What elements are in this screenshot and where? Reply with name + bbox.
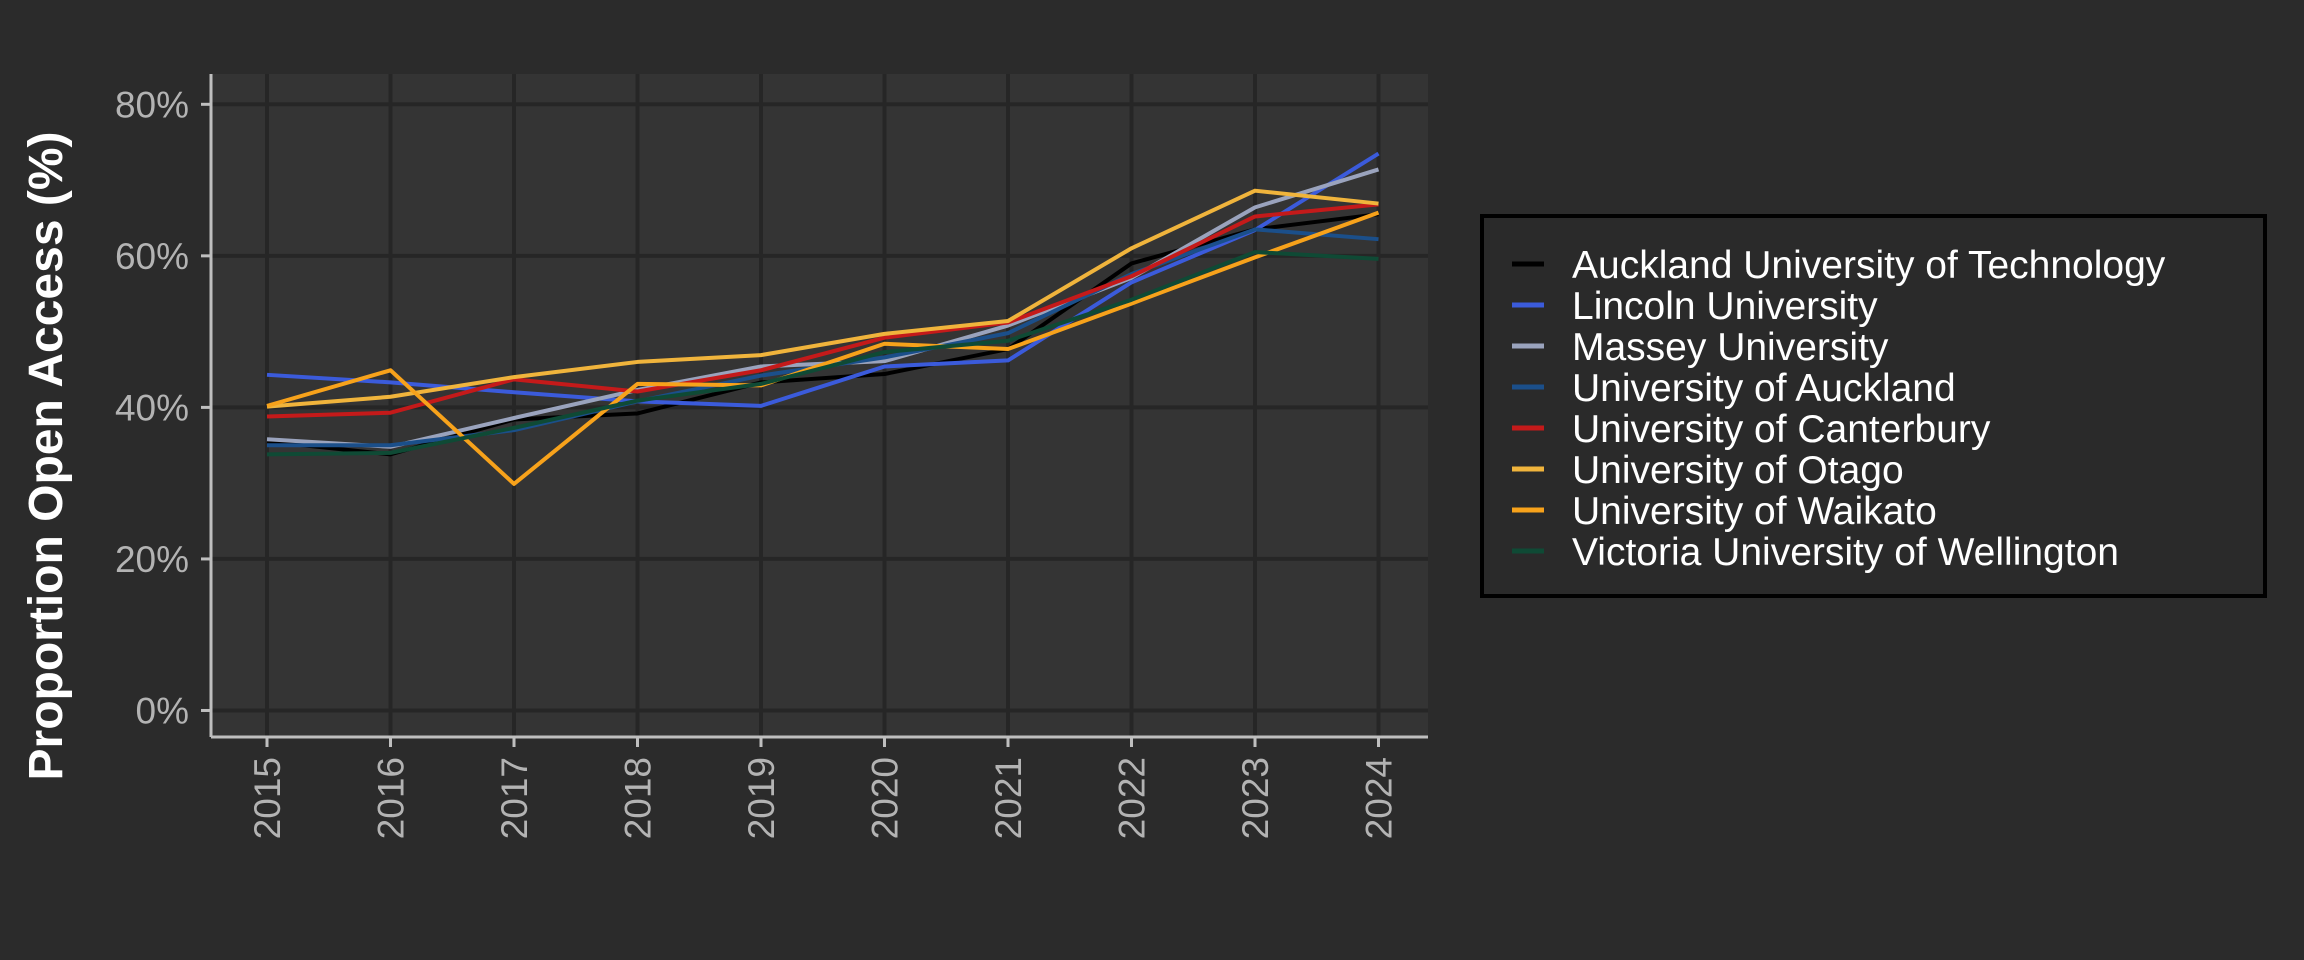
legend-box [1480, 214, 2267, 598]
legend-label: Victoria University of Wellington [1572, 531, 2119, 574]
y-tick-label: 40% [115, 387, 189, 428]
legend-label: University of Canterbury [1572, 408, 1991, 451]
x-tick-label: 2024 [1359, 757, 1400, 839]
x-tick-label: 2022 [1112, 757, 1153, 839]
x-tick-label: 2020 [865, 757, 906, 839]
y-tick-label: 0% [136, 690, 189, 731]
x-tick-label: 2017 [494, 757, 535, 839]
legend-label: Lincoln University [1572, 285, 1878, 328]
x-tick-label: 2015 [247, 757, 288, 839]
legend-label: University of Otago [1572, 449, 1904, 492]
x-tick-label: 2023 [1235, 757, 1276, 839]
axes [201, 74, 1428, 747]
series-line-6 [266, 188, 1379, 409]
legend-label: University of Waikato [1572, 490, 1937, 533]
legend: Auckland University of TechnologyLincoln… [1480, 214, 2267, 598]
legend-label: Auckland University of Technology [1572, 244, 2166, 287]
x-tick-label: 2021 [988, 757, 1029, 839]
gridlines [211, 74, 1428, 737]
y-axis-title: Proportion Open Access (%) [20, 132, 73, 781]
series-line-5 [266, 202, 1379, 419]
y-tick-label: 80% [115, 84, 189, 125]
x-tick-label: 2016 [371, 757, 412, 839]
series-line-8 [266, 250, 1379, 457]
x-tick-label: 2018 [618, 757, 659, 839]
series-lines [266, 151, 1380, 486]
y-tick-labels: 0% 20% 40% 60% 80% [115, 84, 189, 731]
legend-label: Massey University [1572, 326, 1889, 369]
y-tick-label: 20% [115, 539, 189, 580]
y-tick-label: 60% [115, 236, 189, 277]
legend-label: University of Auckland [1572, 367, 1956, 410]
x-tick-labels: 2015 2016 2017 2018 2019 2020 2021 2022 2023 2024 [247, 757, 1400, 839]
series-line-7 [266, 210, 1380, 486]
x-tick-label: 2019 [741, 757, 782, 839]
